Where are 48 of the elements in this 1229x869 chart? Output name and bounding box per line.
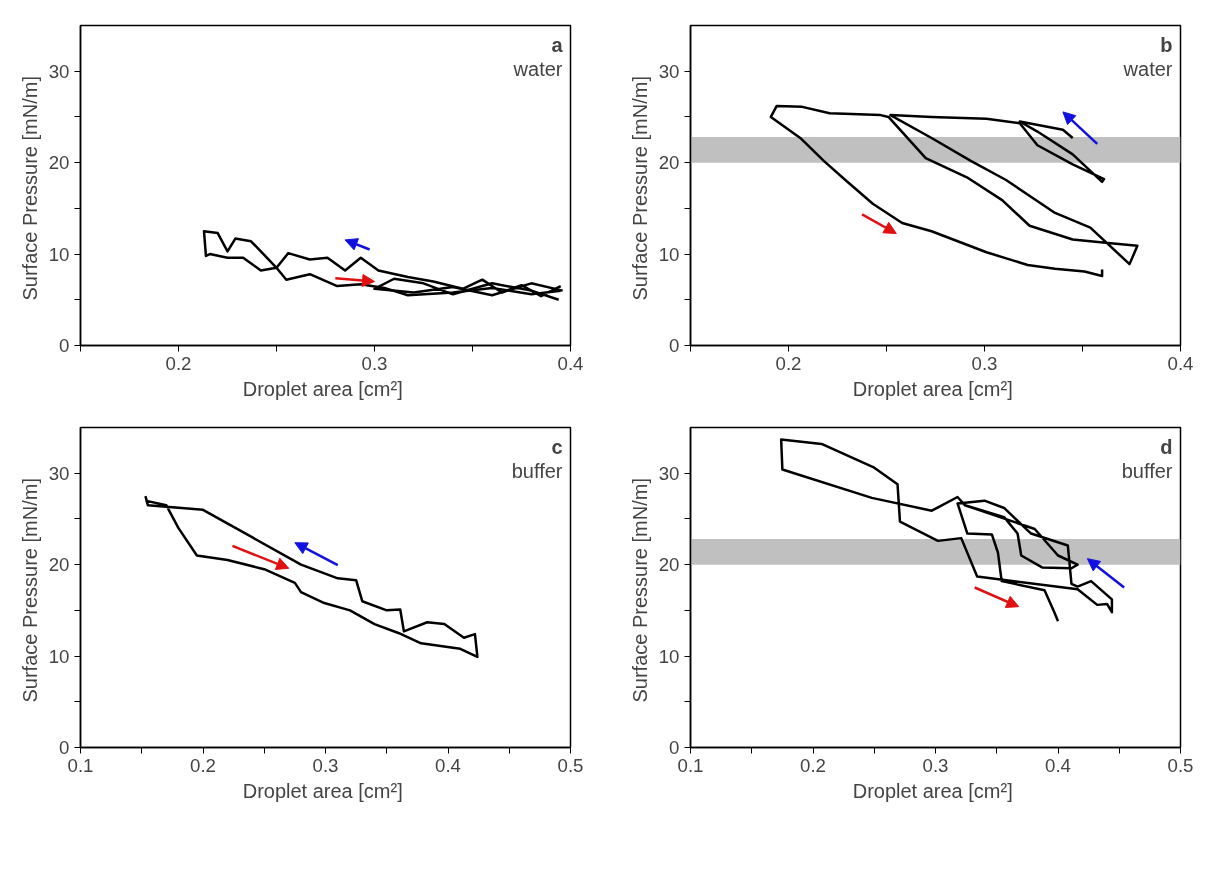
x-tick-label: 0.4	[435, 754, 461, 776]
y-tick-label: 30	[658, 462, 680, 484]
y-tick-label: 20	[48, 554, 70, 576]
x-axis-title: Droplet area [cm²]	[242, 779, 403, 802]
x-tick-label: 0.3	[971, 352, 998, 374]
annotation: buffer	[511, 459, 563, 482]
y-tick-label: 20	[48, 152, 70, 174]
x-tick-label: 0.3	[922, 754, 949, 776]
y-tick-label: 0	[669, 335, 680, 356]
annotation: water	[1122, 57, 1173, 80]
y-tick-label: 30	[658, 60, 680, 82]
y-tick-label: 30	[48, 60, 70, 82]
annotation: b	[1160, 33, 1173, 56]
x-tick-label: 0.2	[800, 754, 826, 776]
y-tick-label: 0	[59, 335, 70, 356]
annotation: a	[551, 33, 564, 56]
y-tick-label: 10	[658, 645, 680, 667]
y-tick-label: 30	[48, 462, 70, 484]
x-tick-label: 0.3	[312, 754, 339, 776]
y-tick-label: 10	[48, 645, 70, 667]
y-axis-title: Surface Pressure [mN/m]	[18, 478, 41, 703]
x-tick-label: 0.1	[67, 754, 94, 776]
x-tick-label: 0.4	[1045, 754, 1071, 776]
y-tick-label: 10	[658, 243, 680, 265]
y-tick-label: 10	[48, 243, 70, 265]
x-tick-label: 0.1	[677, 754, 704, 776]
y-tick-label: 0	[59, 737, 70, 758]
x-tick-label: 0.3	[361, 352, 388, 374]
y-axis-title: Surface Pressure [mN/m]	[628, 478, 651, 703]
x-tick-label: 0.5	[557, 754, 584, 776]
x-tick-label: 0.2	[165, 352, 192, 374]
annotation: d	[1160, 435, 1173, 458]
x-tick-label: 0.4	[557, 352, 584, 374]
annotation: water	[512, 57, 563, 80]
x-tick-label: 0.2	[190, 754, 216, 776]
x-tick-label: 0.4	[1167, 352, 1194, 374]
x-axis-title: Droplet area [cm²]	[242, 377, 403, 400]
y-axis-title: Surface Pressure [mN/m]	[628, 76, 651, 301]
x-tick-label: 0.5	[1167, 754, 1194, 776]
y-tick-label: 20	[658, 554, 680, 576]
y-tick-label: 20	[658, 152, 680, 174]
annotation: c	[551, 435, 563, 458]
annotation: buffer	[1121, 459, 1173, 482]
x-axis-title: Droplet area [cm²]	[852, 779, 1013, 802]
y-axis-title: Surface Pressure [mN/m]	[18, 76, 41, 301]
x-axis-title: Droplet area [cm²]	[852, 377, 1013, 400]
y-tick-label: 0	[669, 737, 680, 758]
x-tick-label: 0.2	[775, 352, 802, 374]
